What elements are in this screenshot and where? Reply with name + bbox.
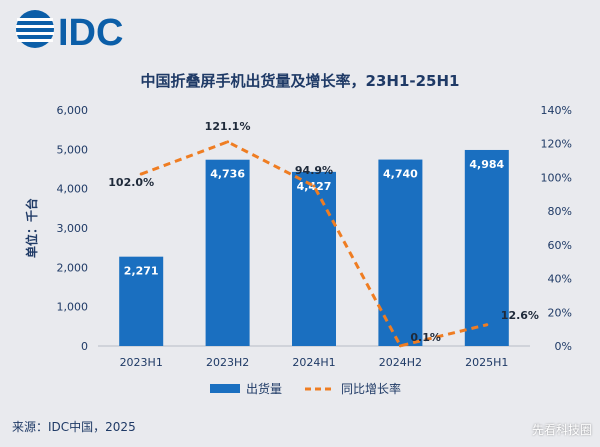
x-tick-label: 2024H2 [379,356,422,369]
left-tick-label: 1,000 [57,301,89,314]
line-value-label: 121.1% [205,120,251,133]
y-axis-label: 单位：千台 [24,198,39,258]
left-axis-ticks: 0 1,000 2,000 3,000 4,000 5,000 6,000 [57,104,89,353]
growth-point [312,184,316,188]
bar-value-label: 4,736 [210,168,245,181]
bar [464,149,509,346]
idc-logo: IDC [16,10,123,54]
x-tick-label: 2023H1 [120,356,163,369]
left-tick-label: 4,000 [57,183,89,196]
right-tick-label: 100% [541,171,572,184]
right-tick-label: 60% [548,239,572,252]
left-tick-label: 5,000 [57,143,89,156]
source-note: 来源：IDC中国，2025 [12,420,136,434]
right-tick-label: 20% [548,306,572,319]
bar-value-label: 4,984 [469,158,504,171]
bar-series [119,149,509,346]
bar [119,256,164,346]
left-tick-label: 3,000 [57,222,89,235]
growth-point [226,140,230,144]
globe-icon [16,10,54,48]
x-tick-label: 2025H1 [465,356,508,369]
growth-point [398,344,402,348]
right-tick-label: 80% [548,205,572,218]
right-tick-label: 140% [541,104,572,117]
line-value-label: 12.6% [501,309,539,322]
line-value-label: 102.0% [108,176,154,189]
growth-line [140,140,488,348]
bar-value-label: 2,271 [124,265,159,278]
x-tick-label: 2023H2 [206,356,249,369]
right-axis-ticks: 0% 20% 40% 60% 80% 100% 120% 140% [541,104,572,353]
left-tick-label: 0 [81,340,88,353]
left-tick-label: 6,000 [57,104,89,117]
right-tick-label: 40% [548,273,572,286]
line-value-label: 0.1% [410,331,441,344]
growth-point [485,323,489,327]
line-value-labels: 102.0% 121.1% 94.9% 0.1% 12.6% [108,120,539,344]
bar [205,159,250,346]
chart-title: 中国折叠屏手机出货量及增长率，23H1-25H1 [141,72,460,90]
watermark: 先看科技圈 [531,423,592,437]
bar-value-label: 4,740 [383,168,418,181]
bar [378,159,423,346]
growth-point [139,172,143,176]
legend-bar-swatch [210,384,240,393]
legend-line-label: 同比增长率 [341,381,401,396]
line-series [139,140,489,348]
legend: 出货量 同比增长率 [210,381,401,396]
right-tick-label: 120% [541,138,572,151]
legend-bar-label: 出货量 [246,381,282,396]
x-axis-ticks: 2023H1 2023H2 2024H1 2024H2 2025H1 [120,356,509,369]
right-tick-label: 0% [555,340,572,353]
bar [292,171,336,346]
line-value-label: 94.9% [295,164,333,177]
left-tick-label: 2,000 [57,261,89,274]
x-tick-label: 2024H1 [292,356,335,369]
logo-text: IDC [58,12,123,54]
